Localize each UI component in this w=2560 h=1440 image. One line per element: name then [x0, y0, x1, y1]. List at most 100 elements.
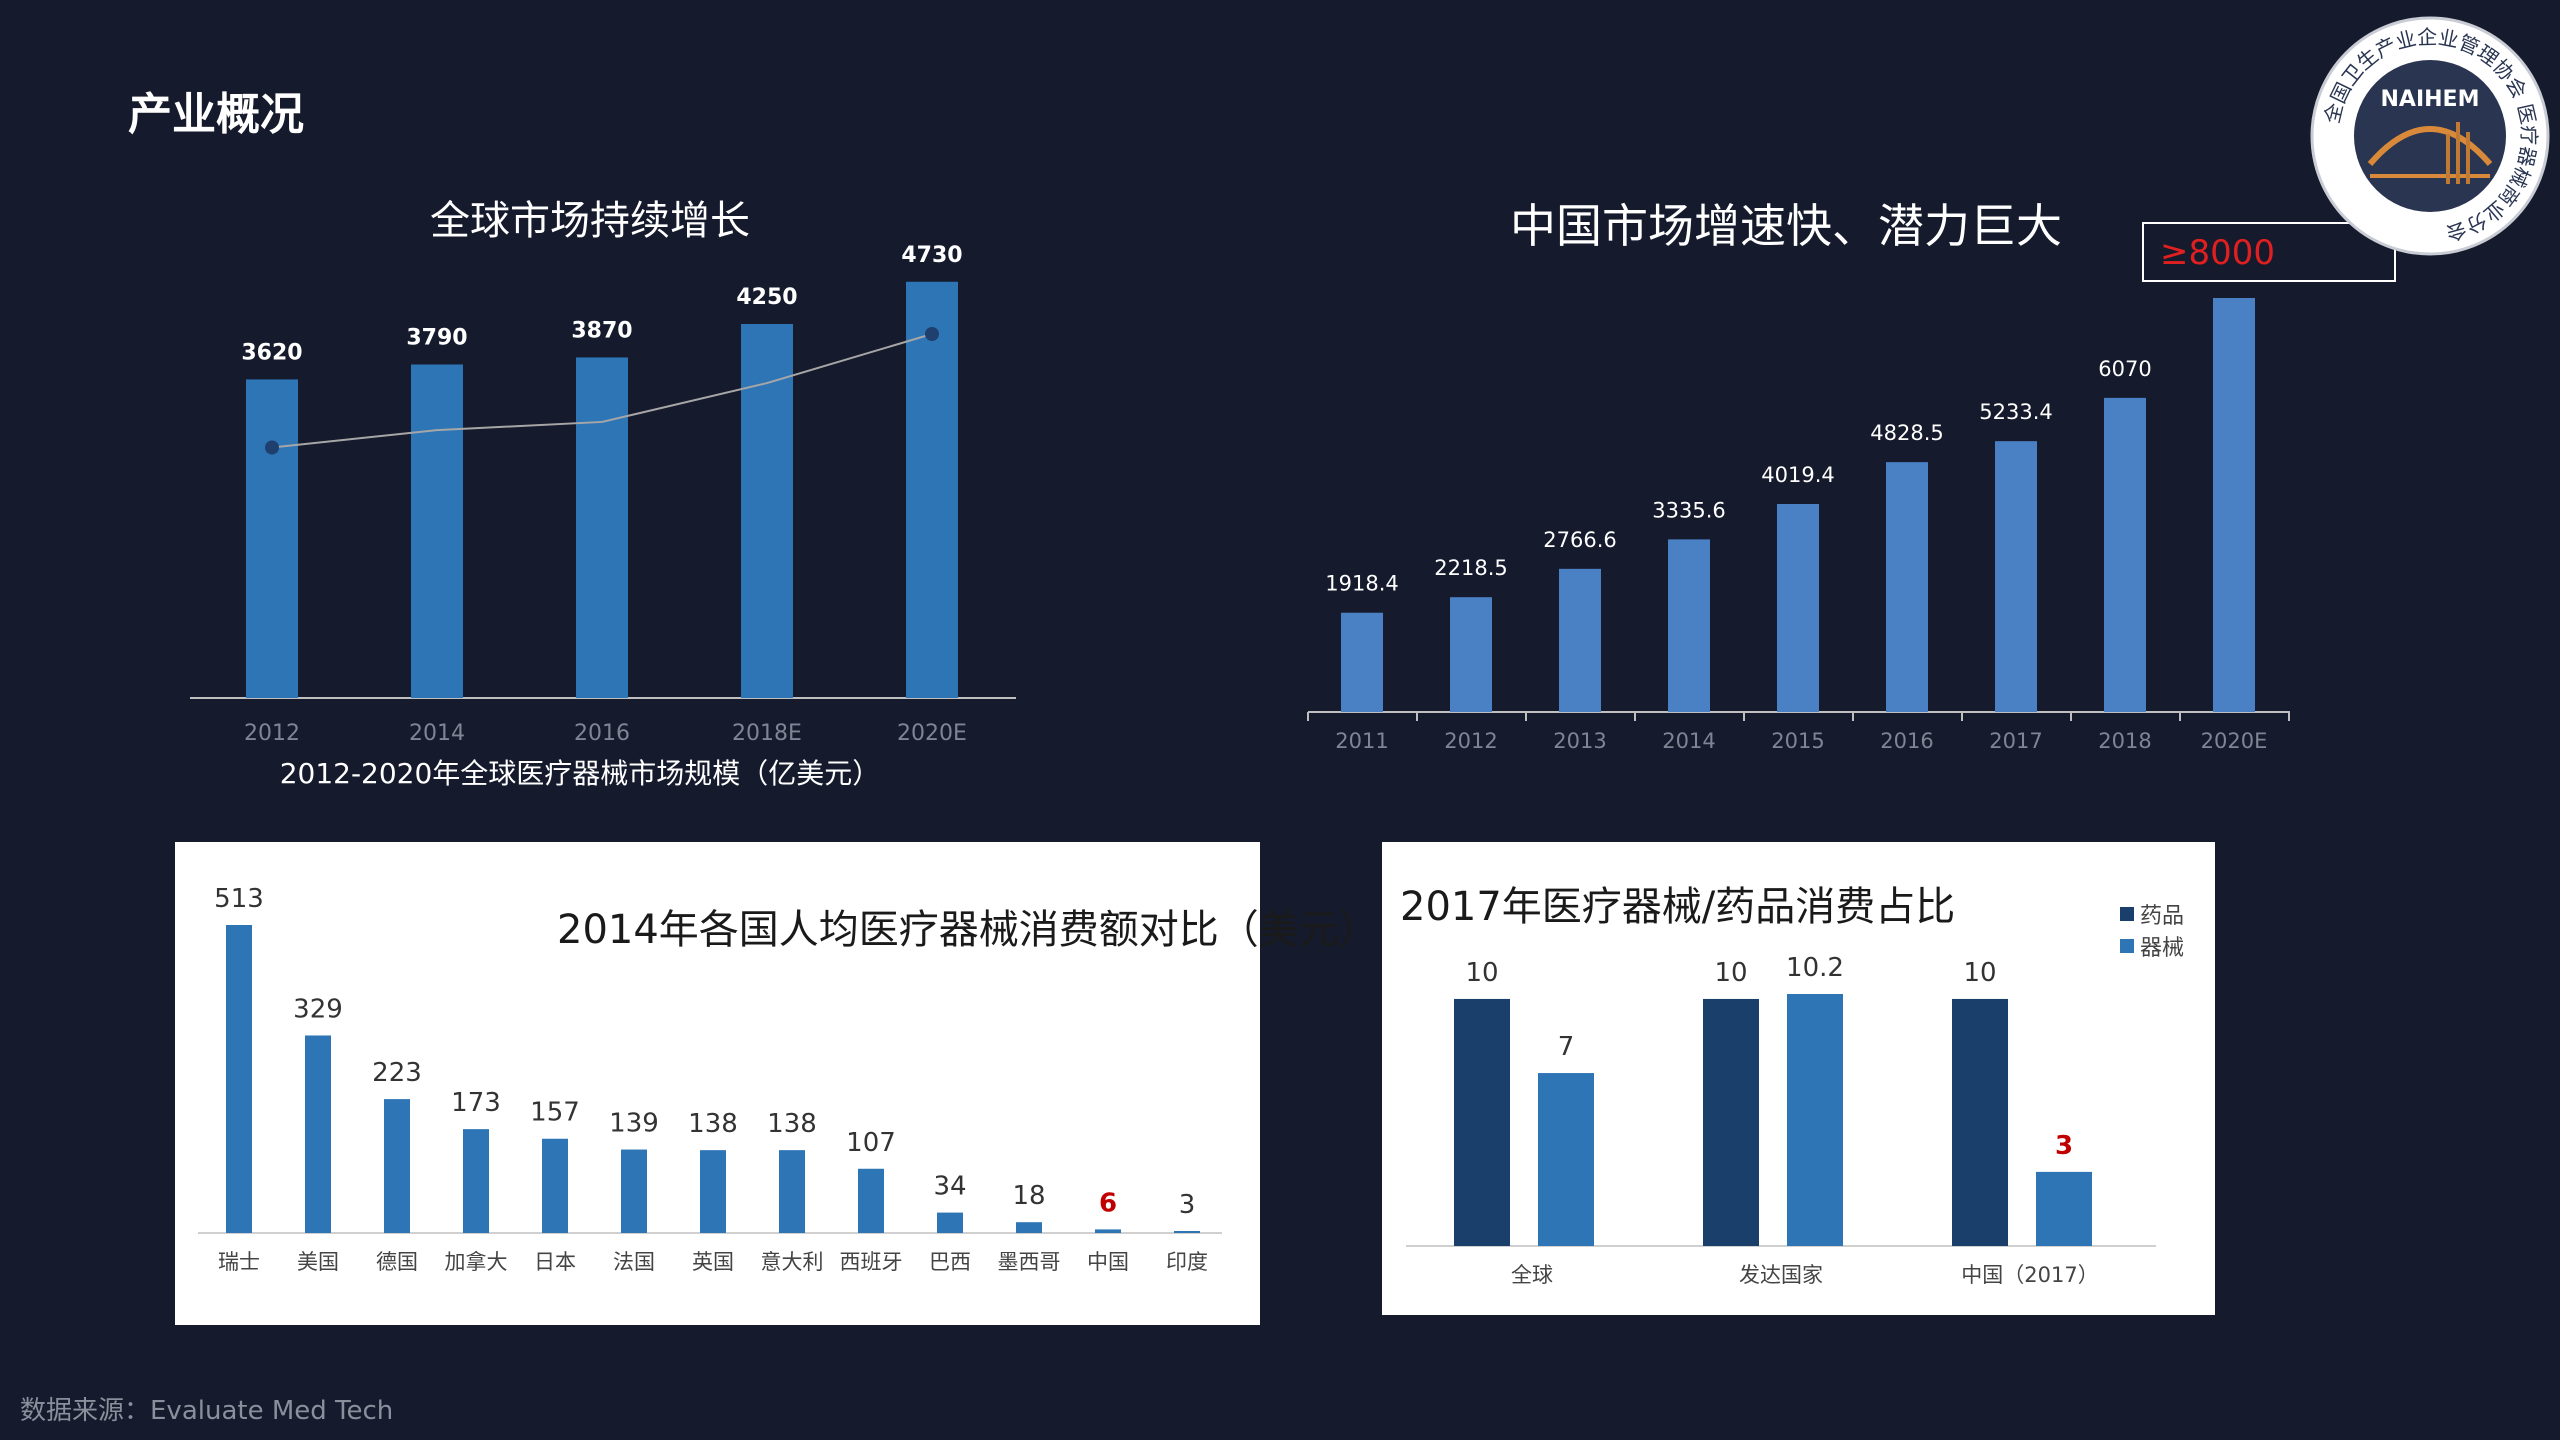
per-capita-panel: [175, 842, 1260, 1325]
data-label: 223: [372, 1058, 422, 1088]
data-label: 3620: [241, 340, 302, 365]
x-tick-label: 2011: [1335, 729, 1388, 753]
bar: [542, 1138, 568, 1233]
bar: [1703, 998, 1759, 1246]
x-tick-label: 巴西: [929, 1250, 971, 1274]
x-tick-label: 瑞士: [218, 1250, 260, 1274]
page-title: 产业概况: [128, 89, 304, 140]
bar: [906, 281, 958, 698]
data-label: 3335.6: [1652, 498, 1725, 522]
data-label: 2766.6: [1543, 528, 1616, 552]
bar: [2104, 397, 2146, 712]
bar: [1559, 568, 1601, 712]
bar: [463, 1129, 489, 1233]
bar: [1016, 1222, 1042, 1233]
data-label: ≥8000: [2160, 233, 2275, 273]
data-label: 138: [688, 1109, 738, 1139]
trend-line: [271, 333, 933, 449]
bar: [384, 1099, 410, 1233]
x-tick-label: 美国: [297, 1250, 339, 1274]
x-tick-label: 德国: [376, 1250, 418, 1274]
naihem-logo: NAIHEM 全国卫生产业企业管理协会 医疗器械商业分会: [2310, 16, 2550, 256]
bar: [1341, 612, 1383, 712]
x-tick-label: 英国: [692, 1250, 734, 1274]
bar: [1454, 998, 1510, 1246]
trend-point: [265, 440, 279, 455]
data-label: 329: [293, 994, 343, 1024]
data-label: 1918.4: [1325, 572, 1398, 596]
x-tick-label: 西班牙: [840, 1250, 903, 1274]
share-chart-title: 2017年医疗器械/药品消费占比: [1400, 884, 1956, 930]
legend-label-device: 器械: [2140, 936, 2185, 961]
data-label: 173: [451, 1088, 501, 1118]
x-tick-label: 全球: [1511, 1263, 1553, 1287]
x-tick-label: 2017: [1989, 729, 2042, 753]
bar: [779, 1150, 805, 1233]
data-label: 6: [1099, 1188, 1117, 1218]
x-tick-label: 2016: [574, 721, 630, 746]
data-label: 10: [1465, 958, 1498, 988]
bar: [1777, 503, 1819, 712]
bar: [1174, 1231, 1200, 1233]
x-tick-label: 2014: [409, 721, 465, 746]
data-label: 18: [1012, 1181, 1045, 1211]
data-label: 4019.4: [1761, 463, 1834, 487]
bar: [1952, 998, 2008, 1246]
x-tick-label: 2015: [1771, 729, 1824, 753]
x-tick-label: 2018: [2098, 729, 2151, 753]
data-label: 157: [530, 1098, 580, 1128]
data-label: 3: [1179, 1190, 1196, 1220]
bar: [1450, 597, 1492, 712]
bar: [305, 1035, 331, 1233]
logo-text: NAIHEM: [2381, 87, 2480, 112]
global-chart-caption: 2012-2020年全球医疗器械市场规模（亿美元）: [279, 757, 881, 790]
x-tick-label: 加拿大: [445, 1250, 508, 1274]
x-tick-label: 中国（2017）: [1961, 1263, 2098, 1287]
data-label: 5233.4: [1979, 400, 2052, 424]
data-source: 数据来源：Evaluate Med Tech: [20, 1396, 394, 1426]
bar: [700, 1150, 726, 1233]
x-tick-label: 中国: [1087, 1250, 1129, 1274]
data-label: 513: [214, 884, 264, 914]
share-legend: 药品 器械: [2120, 898, 2184, 962]
legend-label-drug: 药品: [2140, 904, 2185, 929]
x-tick-label: 法国: [613, 1250, 655, 1274]
bar: [411, 364, 463, 698]
x-tick-label: 印度: [1166, 1250, 1208, 1274]
data-label: 10: [1963, 958, 1996, 988]
data-label: 4250: [736, 285, 797, 310]
bar: [246, 379, 298, 698]
bar: [858, 1168, 884, 1233]
x-tick-label: 意大利: [761, 1250, 824, 1274]
data-label: 4730: [901, 243, 962, 268]
data-label: 6070: [2098, 357, 2151, 381]
data-label: 10: [1714, 958, 1747, 988]
data-label: 7: [1558, 1032, 1575, 1062]
data-label: 138: [767, 1109, 817, 1139]
bar: [1995, 441, 2037, 712]
data-label: 3: [2055, 1131, 2073, 1161]
x-tick-label: 墨西哥: [998, 1250, 1061, 1274]
data-label: 10.2: [1786, 953, 1844, 983]
x-tick-label: 2020E: [2201, 729, 2268, 753]
data-label: 107: [846, 1128, 896, 1158]
x-tick-label: 2013: [1553, 729, 1606, 753]
bar: [1538, 1073, 1594, 1246]
china-chart-title: 中国市场增速快、潜力巨大: [1510, 199, 2062, 253]
x-tick-label: 2020E: [897, 721, 967, 746]
legend-item-drug: 药品: [2120, 898, 2184, 930]
trend-point: [925, 327, 939, 341]
bar: [937, 1212, 963, 1233]
legend-swatch-device: [2120, 939, 2134, 953]
data-label: 2218.5: [1434, 556, 1507, 580]
bar: [1668, 539, 1710, 712]
bar: [621, 1149, 647, 1233]
x-tick-label: 日本: [534, 1250, 576, 1274]
data-label: 3790: [406, 325, 467, 350]
per-capita-chart-title: 2014年各国人均医疗器械消费额对比（美元）: [557, 907, 1379, 953]
x-tick-label: 2012: [244, 721, 300, 746]
